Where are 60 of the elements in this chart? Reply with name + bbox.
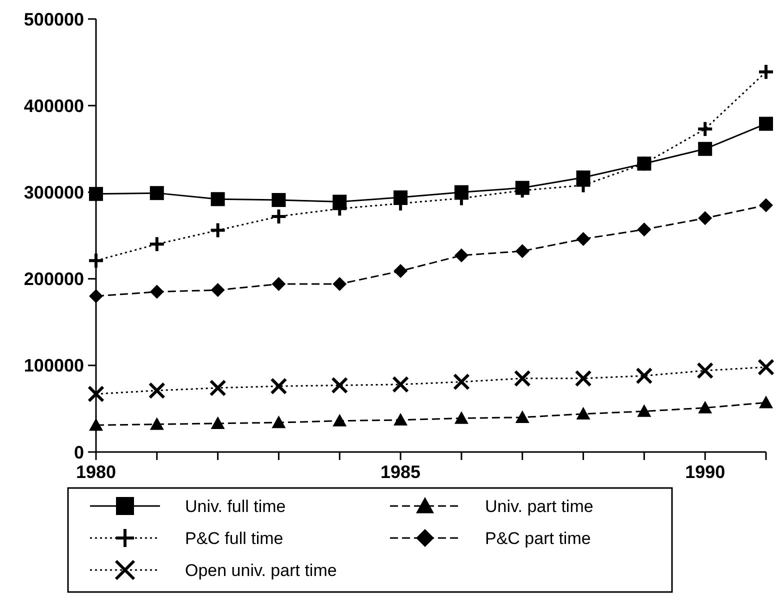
x-tick-label: 1985 [380, 462, 421, 482]
legend-label: Open univ. part time [185, 560, 337, 580]
point [148, 382, 166, 400]
point [698, 211, 712, 226]
point [89, 289, 103, 304]
point [759, 198, 773, 212]
point [454, 248, 468, 262]
y-tick-label: 100000 [24, 356, 84, 376]
point [452, 373, 470, 390]
point [88, 385, 104, 402]
point [698, 142, 712, 156]
legend-label: Univ. full time [185, 496, 286, 516]
point [759, 396, 773, 408]
point [758, 63, 774, 80]
point [576, 232, 590, 246]
point [272, 416, 286, 428]
y-tick-label: 0 [74, 442, 84, 462]
point [272, 276, 286, 291]
point [150, 284, 164, 299]
legend-label: P&C part time [485, 528, 591, 548]
point [272, 192, 286, 207]
point [515, 410, 530, 423]
point [637, 222, 652, 236]
point [150, 417, 164, 430]
point [209, 222, 226, 239]
point [394, 412, 408, 426]
point [89, 418, 103, 431]
point [574, 370, 592, 387]
y-tick-label: 500000 [24, 9, 84, 30]
x-tick-label: 1990 [685, 462, 726, 482]
point [696, 362, 714, 380]
y-tick-label: 300000 [24, 182, 84, 202]
point [696, 120, 714, 138]
point [148, 236, 166, 253]
point [210, 416, 225, 430]
point [698, 400, 712, 414]
point [332, 414, 347, 426]
point [454, 411, 468, 424]
point [150, 186, 164, 200]
point [514, 370, 531, 387]
point [515, 244, 530, 258]
point [209, 379, 226, 396]
point [394, 264, 408, 278]
point [332, 276, 347, 291]
point [270, 208, 288, 225]
legend-label: Univ. part time [485, 496, 594, 516]
point [576, 406, 590, 420]
point [210, 283, 225, 298]
point [210, 192, 225, 206]
y-tick-label: 200000 [24, 269, 84, 290]
point [270, 378, 288, 395]
legend-label: P&C full time [185, 528, 284, 548]
point [758, 358, 774, 376]
point [636, 367, 653, 384]
y-tick-label: 400000 [24, 96, 84, 116]
point [637, 404, 652, 417]
point [392, 376, 410, 393]
point [759, 116, 773, 131]
point [331, 376, 348, 394]
x-tick-label: 1980 [76, 462, 116, 482]
